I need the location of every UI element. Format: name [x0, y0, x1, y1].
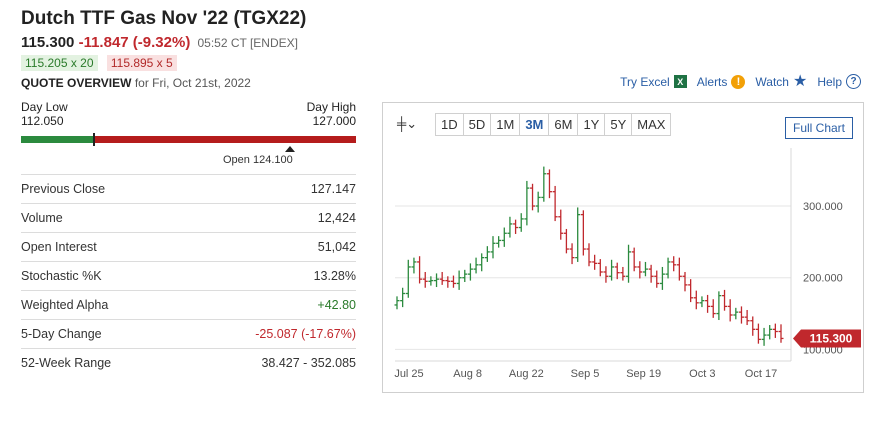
stat-value: 51,042 [317, 240, 356, 254]
stat-label: Volume [21, 211, 63, 225]
stat-label: Previous Close [21, 182, 106, 196]
day-low-label: Day Low [21, 100, 68, 114]
period-5y[interactable]: 5Y [605, 114, 633, 135]
toolbar: Try Excel X Alerts ! Watch ★ Help ? [620, 72, 861, 90]
x-tick-label: Aug 8 [453, 368, 482, 380]
open-price-label: Open 124.100 [223, 154, 293, 166]
y-tick-label: 200.000 [803, 273, 843, 285]
try-excel-link[interactable]: Try Excel X [620, 75, 687, 89]
last-price-label: 115.300 [810, 331, 853, 345]
help-label: Help [817, 74, 842, 89]
period-max[interactable]: MAX [637, 117, 666, 132]
x-tick-label: Aug 22 [509, 368, 544, 380]
full-chart-button[interactable]: Full Chart [784, 117, 853, 139]
stat-value: -25.087 (-17.67%) [255, 327, 356, 341]
stat-row: 5-Day Change -25.087 (-17.67%) [21, 319, 356, 348]
bid-ask: 115.205 x 20 115.895 x 5 [21, 55, 177, 71]
x-tick-label: Oct 3 [689, 368, 715, 380]
y-tick-label: 300.000 [803, 201, 843, 213]
stat-label: 52-Week Range [21, 356, 112, 370]
period-3m[interactable]: 3M [520, 114, 550, 135]
stat-row: Weighted Alpha +42.80 [21, 290, 356, 319]
overview-heading: QUOTE OVERVIEW [21, 76, 132, 90]
day-high-value: 127.000 [312, 114, 356, 128]
day-low-value: 112.050 [21, 114, 64, 128]
last-price: 115.300 [21, 34, 75, 51]
ask-badge: 115.895 x 5 [106, 55, 177, 71]
alerts-label: Alerts [696, 74, 728, 89]
stat-row: Open Interest 51,042 [21, 232, 356, 261]
stat-value: 38.427 - 352.085 [261, 356, 356, 370]
page-title: Dutch TTF Gas Nov '22 (TGX22) [21, 8, 307, 29]
quote-overview: QUOTE OVERVIEW for Fri, Oct 21st, 2022 [21, 76, 251, 90]
quote-line: 115.300 -11.847 (-9.32%) 05:52 CT [ENDEX… [21, 34, 298, 51]
help-icon: ? [846, 74, 861, 89]
watch-label: Watch [755, 74, 789, 89]
chevron-down-icon: ⌄ [406, 116, 418, 131]
chart-panel: 300.000 200.000 100.000 Jul 25 Aug 8 Aug 22 Se… [382, 102, 864, 393]
x-tick-label: Sep 5 [571, 368, 600, 380]
bid-badge: 115.205 x 20 [21, 55, 98, 71]
quote-time: 05:52 CT [ENDEX] [197, 36, 298, 50]
x-tick-label: Oct 17 [745, 368, 777, 380]
stat-row: Volume 12,424 [21, 203, 356, 232]
stat-label: Stochastic %K [21, 269, 102, 283]
stat-value: +42.80 [317, 298, 356, 312]
stat-label: 5-Day Change [21, 327, 102, 341]
stat-value: 12,424 [317, 211, 356, 225]
overview-date: for Fri, Oct 21st, 2022 [134, 76, 251, 90]
period-1d[interactable]: 1D [436, 114, 464, 135]
period-selector: 1D 5D 1M 3M 6M 1Y 5Y MAX [435, 113, 672, 136]
price-change: -11.847 (-9.32%) [78, 34, 191, 51]
x-tick-label: Jul 25 [394, 368, 423, 380]
excel-icon: X [673, 75, 687, 88]
stat-value: 127.147 [310, 182, 356, 196]
period-1m[interactable]: 1M [491, 114, 521, 135]
watch-link[interactable]: Watch ★ [755, 72, 808, 90]
stats-table: Previous Close 127.147 Volume 12,424 Open In… [21, 174, 356, 377]
last-price-marker [92, 133, 95, 146]
last-price-flag [793, 329, 861, 348]
stat-label: Open Interest [21, 240, 97, 254]
stat-value: 13.28% [313, 269, 356, 283]
stat-label: Weighted Alpha [21, 298, 109, 312]
day-range-bar [21, 133, 356, 146]
help-link[interactable]: Help ? [817, 74, 861, 89]
candle-icon: ╪ [397, 116, 407, 131]
day-range-fill [21, 136, 94, 143]
period-1y[interactable]: 1Y [578, 114, 606, 135]
day-high-label: Day High [306, 100, 356, 114]
period-5d[interactable]: 5D [464, 114, 492, 135]
star-icon: ★ [792, 72, 808, 90]
period-6m[interactable]: 6M [549, 114, 579, 135]
x-tick-label: Sep 19 [626, 368, 661, 380]
stat-row: 52-Week Range 38.427 - 352.085 [21, 348, 356, 377]
alert-icon: ! [731, 74, 746, 89]
open-price-marker [285, 146, 295, 152]
stat-row: Previous Close 127.147 [21, 174, 356, 203]
chart-type-selector[interactable]: ╪⌄ [397, 116, 417, 132]
stat-row: Stochastic %K 13.28% [21, 261, 356, 290]
alerts-link[interactable]: Alerts ! [696, 74, 746, 89]
try-excel-label: Try Excel [620, 74, 670, 89]
